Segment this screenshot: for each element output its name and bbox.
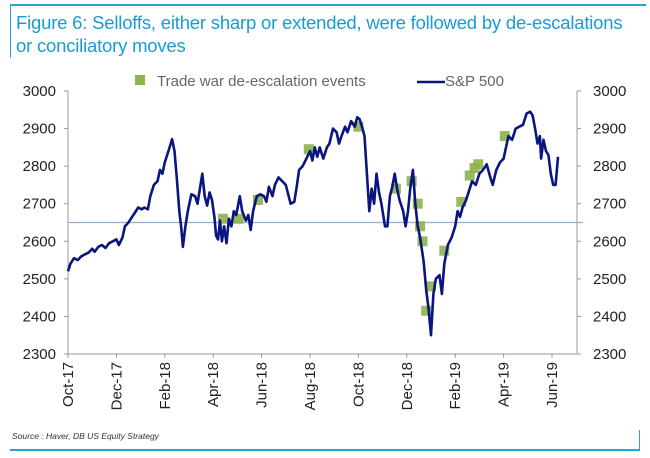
y-tick-label-left: 2500 — [23, 271, 56, 288]
y-tick-label-right: 2800 — [593, 158, 626, 175]
y-tick-label-left: 2400 — [23, 308, 56, 325]
event-marker — [303, 144, 314, 155]
legend: Trade war de-escalation events S&P 500 — [135, 73, 504, 90]
frame-left-border — [10, 4, 11, 58]
y-tick-label-right: 2600 — [593, 233, 626, 250]
event-marker — [499, 131, 510, 142]
legend-marker-swatch — [135, 75, 145, 85]
y-tick-label-left: 3000 — [23, 83, 56, 100]
event-marker — [421, 305, 432, 316]
event-marker — [353, 121, 364, 132]
event-marker — [439, 245, 450, 256]
x-tick-label: Feb-18 — [157, 362, 174, 410]
x-tick-label: Dec-18 — [399, 362, 416, 410]
x-tick-label: Oct-18 — [350, 362, 367, 407]
event-marker — [464, 170, 475, 181]
x-tick-label: Feb-19 — [447, 362, 464, 410]
y-tick-label-right: 3000 — [593, 83, 626, 100]
y-tick-label-right: 2500 — [593, 271, 626, 288]
frame-top-border — [10, 4, 646, 6]
y-tick-label-left: 2600 — [23, 233, 56, 250]
event-marker — [252, 194, 263, 205]
y-tick-label-right: 2700 — [593, 196, 626, 213]
x-tick-label: Oct-17 — [60, 362, 77, 407]
y-tick-label-right: 2900 — [593, 121, 626, 138]
y-tick-label-left: 2300 — [23, 346, 56, 363]
y-tick-label-right: 2400 — [593, 308, 626, 325]
axes: 2300 2400 2500 2600 2700 2800 2900 3000 2300 2400… — [23, 83, 627, 410]
source-note: Source : Haver, DB US Equity Strategy — [12, 431, 159, 441]
frame-bottom-border — [10, 449, 640, 451]
sp500-line — [66, 110, 560, 337]
y-tick-label-left: 2700 — [23, 196, 56, 213]
x-tick-label: Jun-18 — [254, 362, 271, 408]
event-marker — [456, 196, 467, 207]
event-marker — [415, 221, 426, 232]
x-tick-label: Jun-19 — [544, 362, 561, 408]
event-marker — [233, 213, 244, 224]
event-marker — [417, 236, 428, 247]
markers-group — [217, 121, 510, 316]
legend-label-sp500: S&P 500 — [445, 73, 504, 90]
y-tick-label-left: 2800 — [23, 158, 56, 175]
x-tick-label: Apr-19 — [496, 362, 513, 407]
event-marker — [426, 281, 436, 292]
series-group — [66, 110, 560, 337]
frame-right-border — [639, 430, 640, 450]
x-tick-label: Dec-17 — [108, 362, 125, 410]
x-tick-label: Aug-18 — [302, 362, 319, 410]
event-marker — [412, 198, 423, 209]
y-tick-label-left: 2900 — [23, 121, 56, 138]
y-tick-label-right: 2300 — [593, 346, 626, 363]
event-marker — [217, 213, 228, 224]
figure-title: Figure 6: Selloffs, either sharp or exte… — [16, 12, 623, 56]
event-marker — [473, 159, 484, 170]
x-tick-label: Apr-18 — [205, 362, 222, 407]
legend-label-events: Trade war de-escalation events — [157, 73, 366, 90]
